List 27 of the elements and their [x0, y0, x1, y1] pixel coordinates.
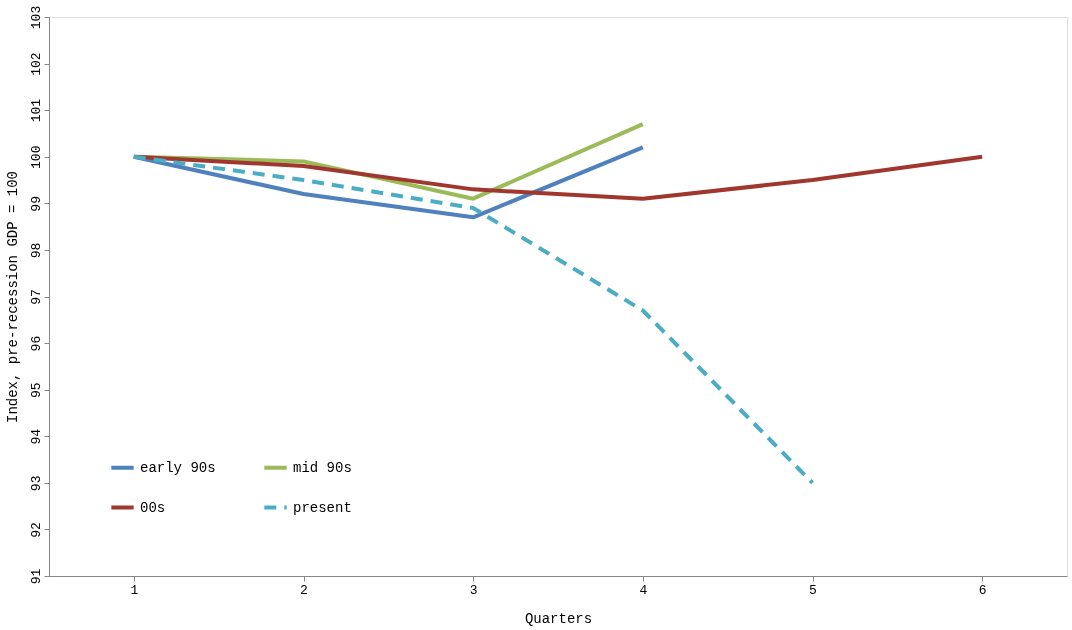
y-tick-label: 91	[28, 568, 44, 585]
y-tick-label: 93	[28, 475, 44, 492]
legend-label: 00s	[140, 499, 166, 516]
x-tick-label: 1	[130, 582, 139, 598]
y-tick-label: 101	[28, 98, 44, 123]
y-axis-title: Index, pre-recession GDP = 100	[4, 170, 21, 424]
legend-label: present	[293, 499, 352, 516]
x-tick-label: 6	[978, 582, 987, 598]
x-tick-label: 4	[639, 582, 648, 598]
y-tick-label: 94	[28, 428, 44, 445]
legend-label: mid 90s	[293, 459, 352, 476]
legend-label: early 90s	[140, 459, 216, 476]
y-tick-label: 96	[28, 335, 44, 352]
x-axis-title: Quarters	[524, 610, 593, 627]
y-tick-label: 97	[28, 289, 44, 305]
x-tick-label: 5	[809, 582, 817, 598]
y-tick-label: 100	[28, 145, 44, 169]
x-tick-label: 2	[300, 582, 308, 598]
y-tick-label: 102	[28, 52, 44, 76]
line-series	[131, 154, 815, 485]
y-tick-label: 92	[28, 522, 44, 538]
y-tick-label: 98	[28, 242, 44, 259]
y-tick-label: 103	[28, 5, 44, 30]
y-tick-label: 99	[28, 196, 44, 212]
y-tick-label: 95	[28, 382, 44, 398]
x-tick-label: 3	[469, 582, 478, 598]
line-series	[131, 145, 645, 220]
